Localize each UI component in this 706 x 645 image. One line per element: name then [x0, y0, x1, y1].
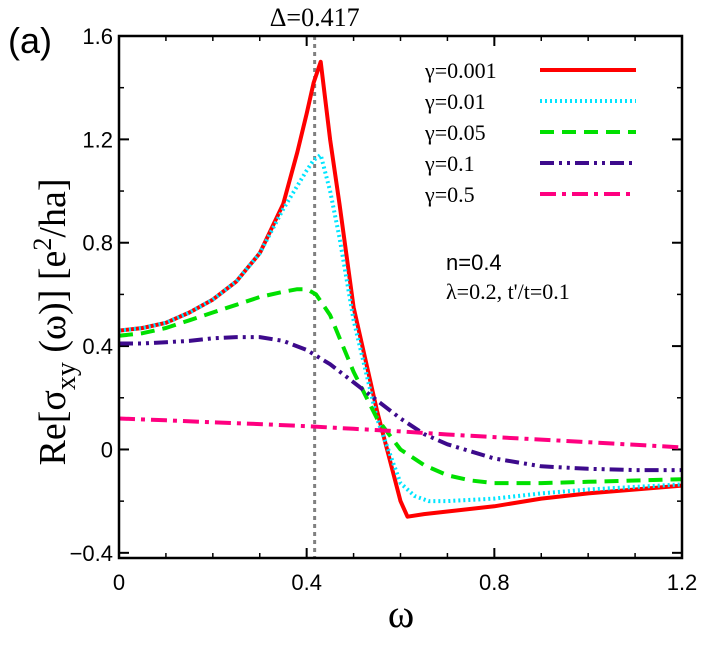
x-tick-label: 1.2	[667, 570, 698, 595]
x-axis-label: ω	[388, 591, 414, 636]
series-line-2	[118, 287, 683, 486]
x-tick-label: 0	[113, 570, 125, 595]
x-tick-label: 0.8	[479, 570, 510, 595]
legend-label: γ=0.001	[424, 58, 497, 83]
annotation-params: λ=0.2, t'/t=0.1	[446, 279, 570, 304]
legend-label: γ=0.05	[424, 120, 486, 145]
series-line-3	[119, 335, 682, 473]
series-group	[118, 59, 683, 519]
y-tick-label: 0	[101, 437, 113, 462]
y-tick-label: 0.4	[82, 334, 113, 359]
x-tick-label: 0.4	[291, 570, 322, 595]
legend-label: γ=0.01	[424, 89, 486, 114]
y-axis-label-sup: 2	[28, 238, 57, 251]
series-line-0	[118, 59, 683, 519]
y-axis-label-sub: xy	[51, 362, 82, 390]
y-axis-label: Re[σxy (ω)] [e2/ha]	[28, 179, 82, 466]
y-tick-label: 1.6	[82, 24, 113, 49]
legend-label: γ=0.5	[424, 182, 475, 207]
series-line-4	[118, 416, 683, 450]
y-tick-label: 1.2	[82, 127, 113, 152]
y-tick-label: −0.4	[70, 541, 113, 566]
legend-label: γ=0.1	[424, 151, 475, 176]
series-line-1	[118, 152, 683, 504]
y-axis-label-post: /ha]	[32, 179, 74, 238]
legend: γ=0.001 γ=0.01 γ=0.05 γ=0.1 γ=0.5	[424, 58, 636, 207]
vline-label: Δ=0.417	[270, 3, 360, 32]
y-axis-label-group: Re[σxy (ω)] [e2/ha]	[28, 179, 82, 466]
plot-frame	[117, 34, 684, 560]
axis-ticks: 0 0.4 0.8 1.2−0.400.40.81.21.6	[70, 24, 698, 595]
panel-label: (a)	[8, 20, 52, 61]
annotation-n: n=0.4	[446, 250, 502, 275]
y-axis-label-mid: (ω)] [e	[32, 251, 74, 363]
y-tick-label: 0.8	[82, 231, 113, 256]
y-axis-label-pre: Re[σ	[32, 390, 74, 465]
